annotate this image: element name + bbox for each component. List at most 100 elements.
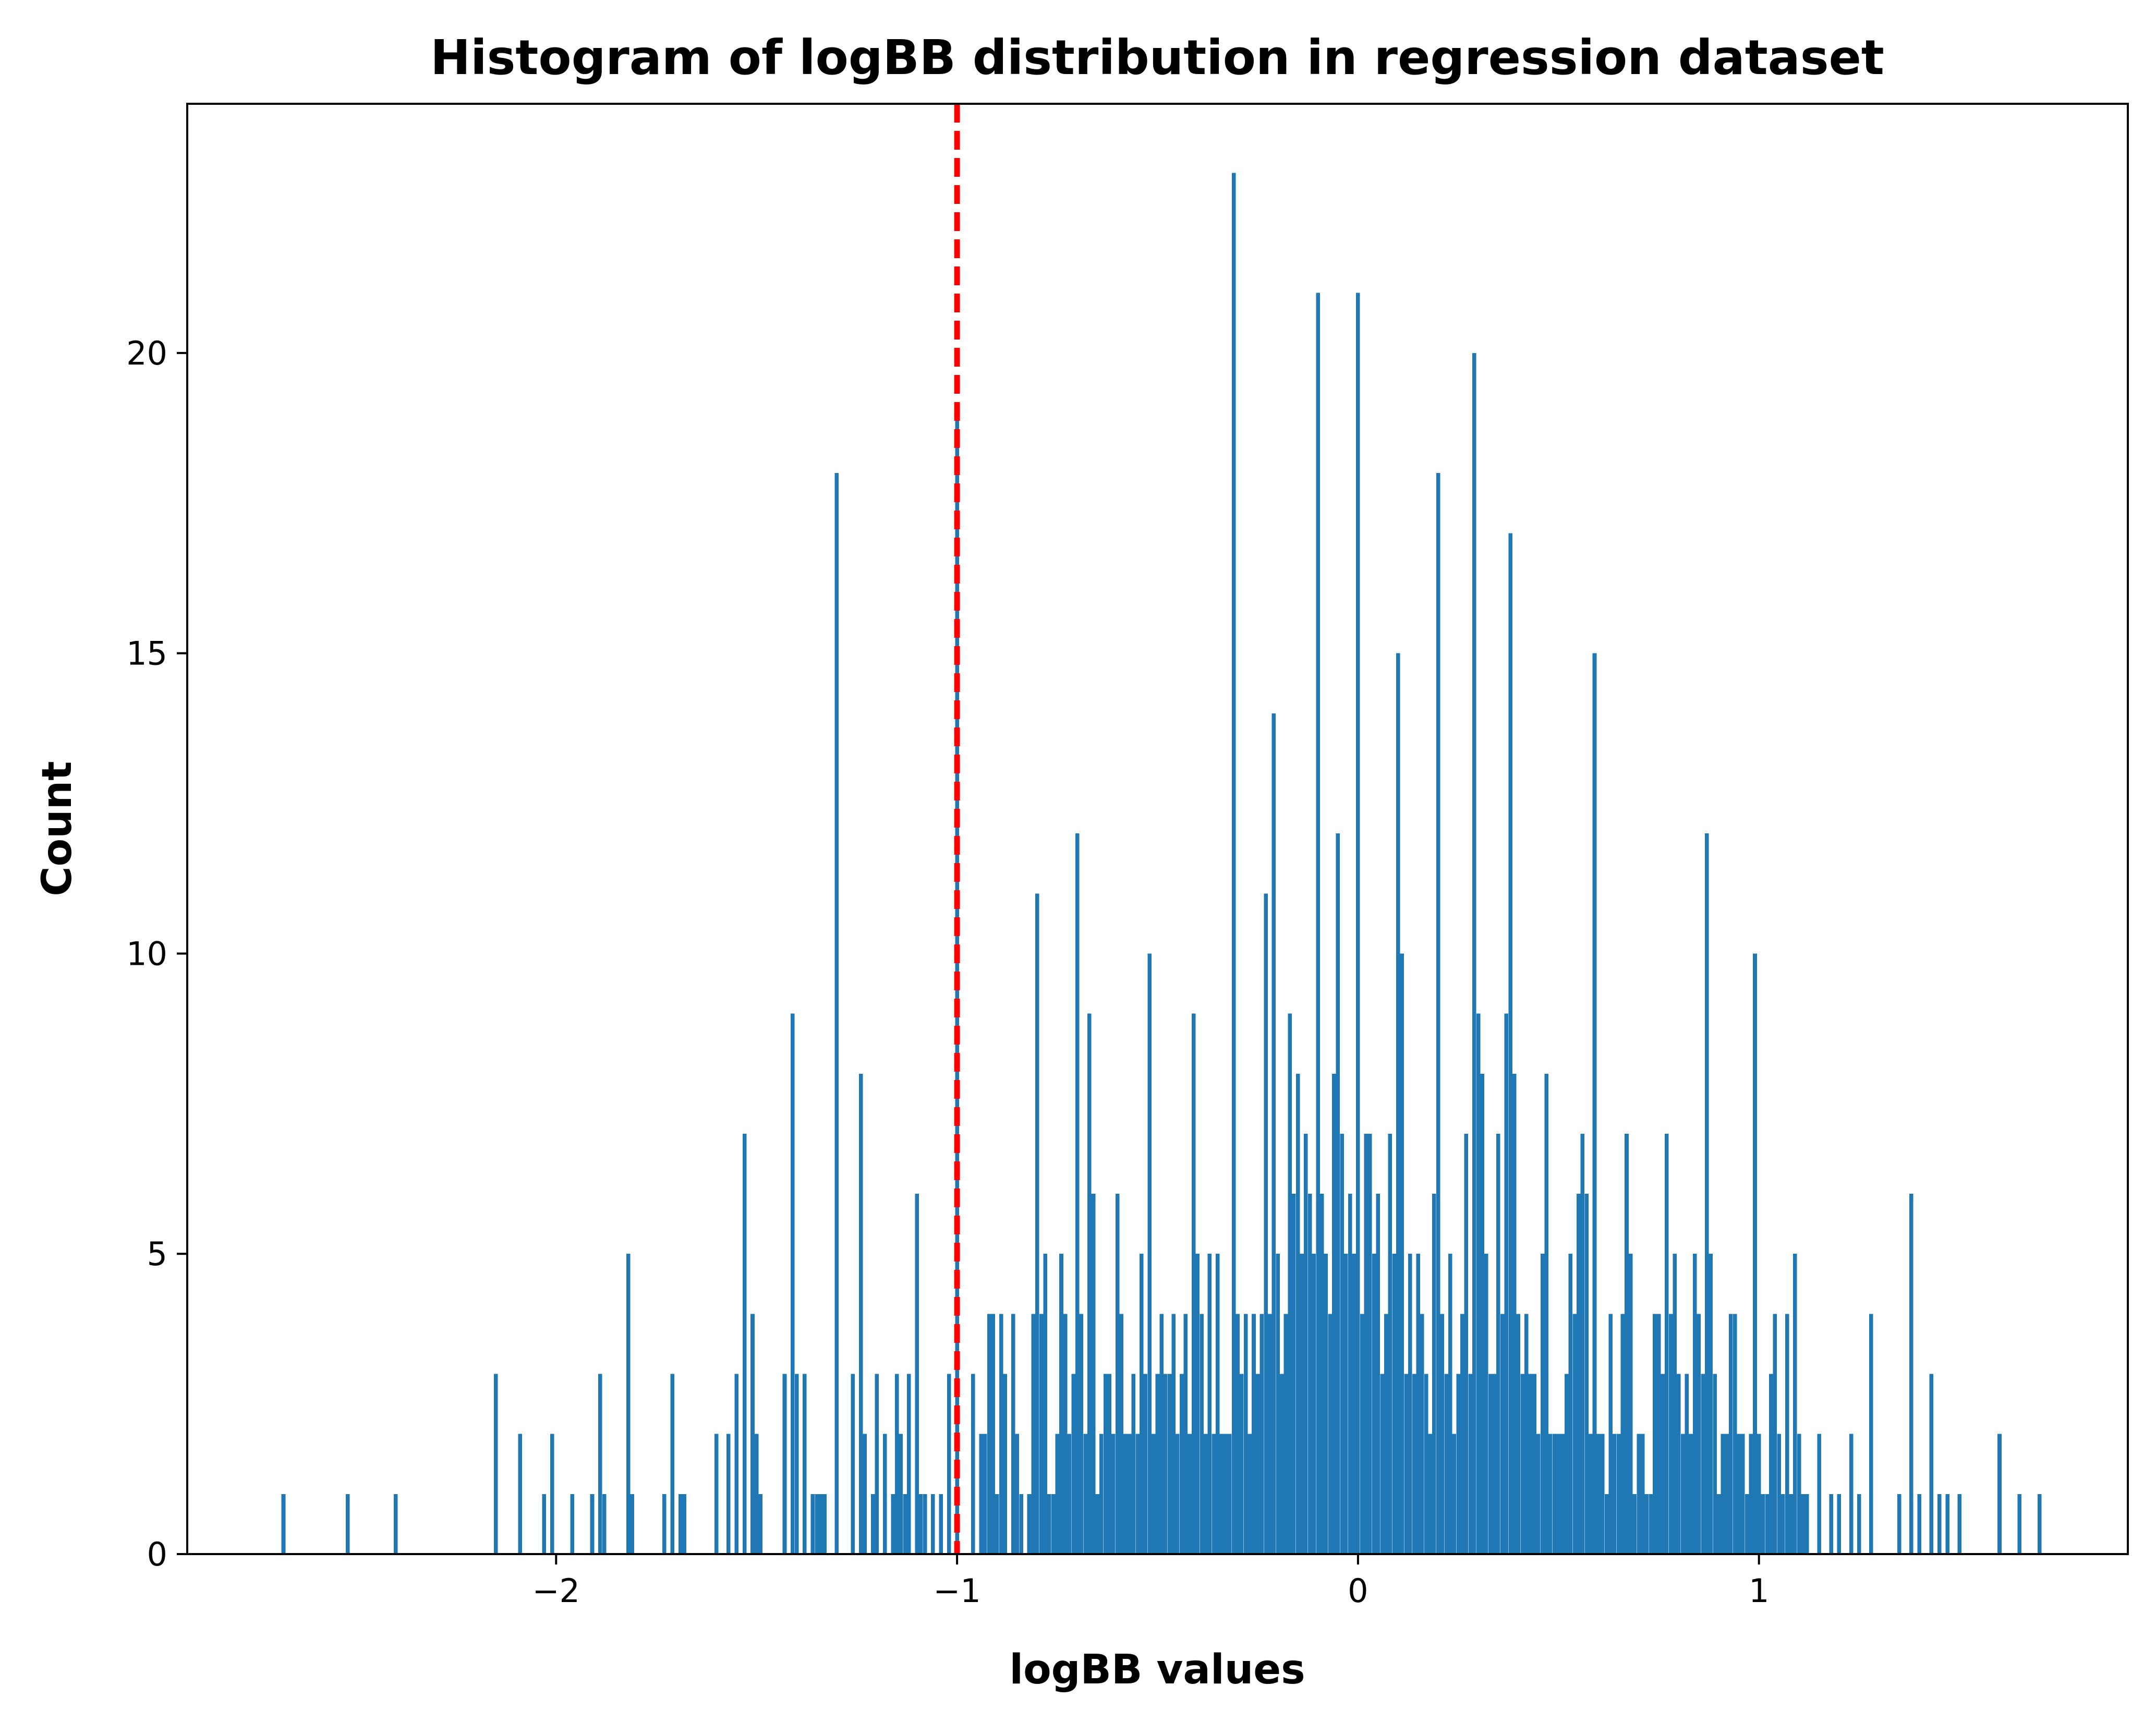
histogram-bar <box>602 1494 607 1554</box>
histogram-bar <box>903 1494 907 1554</box>
y-tick-label: 20 <box>126 334 167 372</box>
histogram-bar <box>1075 833 1080 1554</box>
histogram-bar <box>1849 1434 1854 1554</box>
histogram-bar <box>1228 1434 1232 1554</box>
histogram-bar <box>1644 1494 1649 1554</box>
histogram-bar <box>590 1494 595 1554</box>
histogram-bar <box>1067 1434 1072 1554</box>
x-tick-label: 1 <box>1749 1572 1769 1610</box>
histogram-bar <box>1616 1434 1621 1554</box>
histogram-bar <box>1304 1133 1308 1554</box>
histogram-bar <box>1043 1254 1048 1554</box>
histogram-bar <box>1524 1314 1529 1554</box>
histogram-bar <box>1031 1314 1035 1554</box>
histogram-bar <box>1424 1374 1428 1554</box>
histogram-bar <box>1680 1434 1685 1554</box>
histogram-bar <box>670 1374 675 1554</box>
histogram-bar <box>1055 1434 1060 1554</box>
histogram-bar <box>1729 1314 1733 1554</box>
histogram-bar <box>1051 1494 1056 1554</box>
histogram-bar <box>1673 1254 1677 1554</box>
histogram-bar <box>1564 1374 1569 1554</box>
histogram-bar <box>1436 473 1440 1554</box>
histogram-bar <box>1300 1254 1304 1554</box>
histogram-bar <box>1440 1314 1445 1554</box>
histogram-bar <box>1019 1494 1023 1554</box>
histogram-bar <box>1801 1494 1806 1554</box>
histogram-bar <box>1476 1013 1481 1554</box>
histogram-bar <box>1231 173 1236 1555</box>
histogram-bar <box>1628 1254 1633 1554</box>
histogram-bar <box>1540 1254 1545 1554</box>
histogram-bar <box>2038 1494 2042 1554</box>
histogram-bar <box>1360 1314 1364 1554</box>
histogram-bar <box>1897 1494 1901 1554</box>
histogram-bar <box>1448 1254 1452 1554</box>
histogram-bar <box>971 1374 975 1554</box>
histogram-bar <box>1781 1494 1785 1554</box>
histogram-bar <box>1152 1434 1156 1554</box>
histogram-bar <box>1857 1494 1861 1554</box>
histogram-bar <box>891 1494 895 1554</box>
histogram-bar <box>1003 1374 1008 1554</box>
histogram-bar <box>882 1434 887 1554</box>
histogram-bar <box>1255 1374 1260 1554</box>
histogram-bar <box>1456 1374 1460 1554</box>
histogram-bar <box>1200 1314 1204 1554</box>
histogram-bar <box>1697 1314 1701 1554</box>
histogram-bar <box>1408 1254 1412 1554</box>
histogram-bar <box>2017 1494 2022 1554</box>
histogram-bar <box>1392 1254 1396 1554</box>
histogram-bar <box>782 1374 787 1554</box>
histogram-bar <box>1155 1374 1160 1554</box>
histogram-bar <box>758 1494 763 1554</box>
histogram-bar <box>1079 1314 1084 1554</box>
histogram-bar <box>494 1374 498 1554</box>
x-tick-label: 0 <box>1348 1572 1368 1610</box>
y-tick-label: 10 <box>126 935 167 973</box>
histogram-bar <box>1520 1374 1524 1554</box>
histogram-bar <box>570 1494 574 1554</box>
histogram-bar <box>1625 1133 1629 1554</box>
histogram-bar <box>1496 1133 1500 1554</box>
histogram-bar <box>1372 1254 1376 1554</box>
histogram-bar <box>1749 1434 1753 1554</box>
histogram-bar <box>1396 653 1400 1554</box>
histogram-bar <box>1283 1314 1288 1554</box>
histogram-bar <box>1444 1374 1448 1554</box>
histogram-bar <box>1027 1494 1032 1554</box>
histogram-bar <box>991 1314 996 1554</box>
histogram-bar <box>1123 1434 1128 1554</box>
histogram-bar <box>1460 1314 1464 1554</box>
histogram-bar <box>1733 1314 1737 1554</box>
histogram-bar <box>1212 1434 1216 1554</box>
histogram-bar <box>1472 353 1476 1554</box>
histogram-bar <box>1945 1494 1949 1554</box>
histogram-bar <box>1280 1374 1284 1554</box>
histogram-bar <box>1592 653 1597 1554</box>
histogram-bar <box>1737 1434 1741 1554</box>
histogram-bar <box>1292 1194 1296 1554</box>
histogram-bar <box>1252 1314 1256 1554</box>
histogram-bar <box>1159 1314 1164 1554</box>
histogram-bar <box>1665 1133 1669 1554</box>
histogram-bar <box>1869 1314 1873 1554</box>
histogram-bar <box>1340 1133 1344 1554</box>
histogram-bar <box>754 1434 759 1554</box>
histogram-bar <box>1572 1314 1577 1554</box>
histogram-bar <box>1817 1434 1821 1554</box>
histogram-bar <box>895 1374 899 1554</box>
histogram-bar <box>1380 1374 1384 1554</box>
histogram-bar <box>1011 1314 1015 1554</box>
histogram-bar <box>1677 1374 1681 1554</box>
histogram-bar <box>1797 1434 1801 1554</box>
histogram-bar <box>394 1494 398 1554</box>
histogram-bar <box>1344 1254 1348 1554</box>
histogram-bar <box>1725 1434 1729 1554</box>
x-tick-label: −1 <box>933 1572 980 1610</box>
histogram-bar <box>1528 1374 1533 1554</box>
histogram-bar <box>1745 1494 1749 1554</box>
histogram-bar <box>1103 1374 1108 1554</box>
histogram-bar <box>1288 1013 1292 1554</box>
histogram-bar <box>1685 1374 1689 1554</box>
